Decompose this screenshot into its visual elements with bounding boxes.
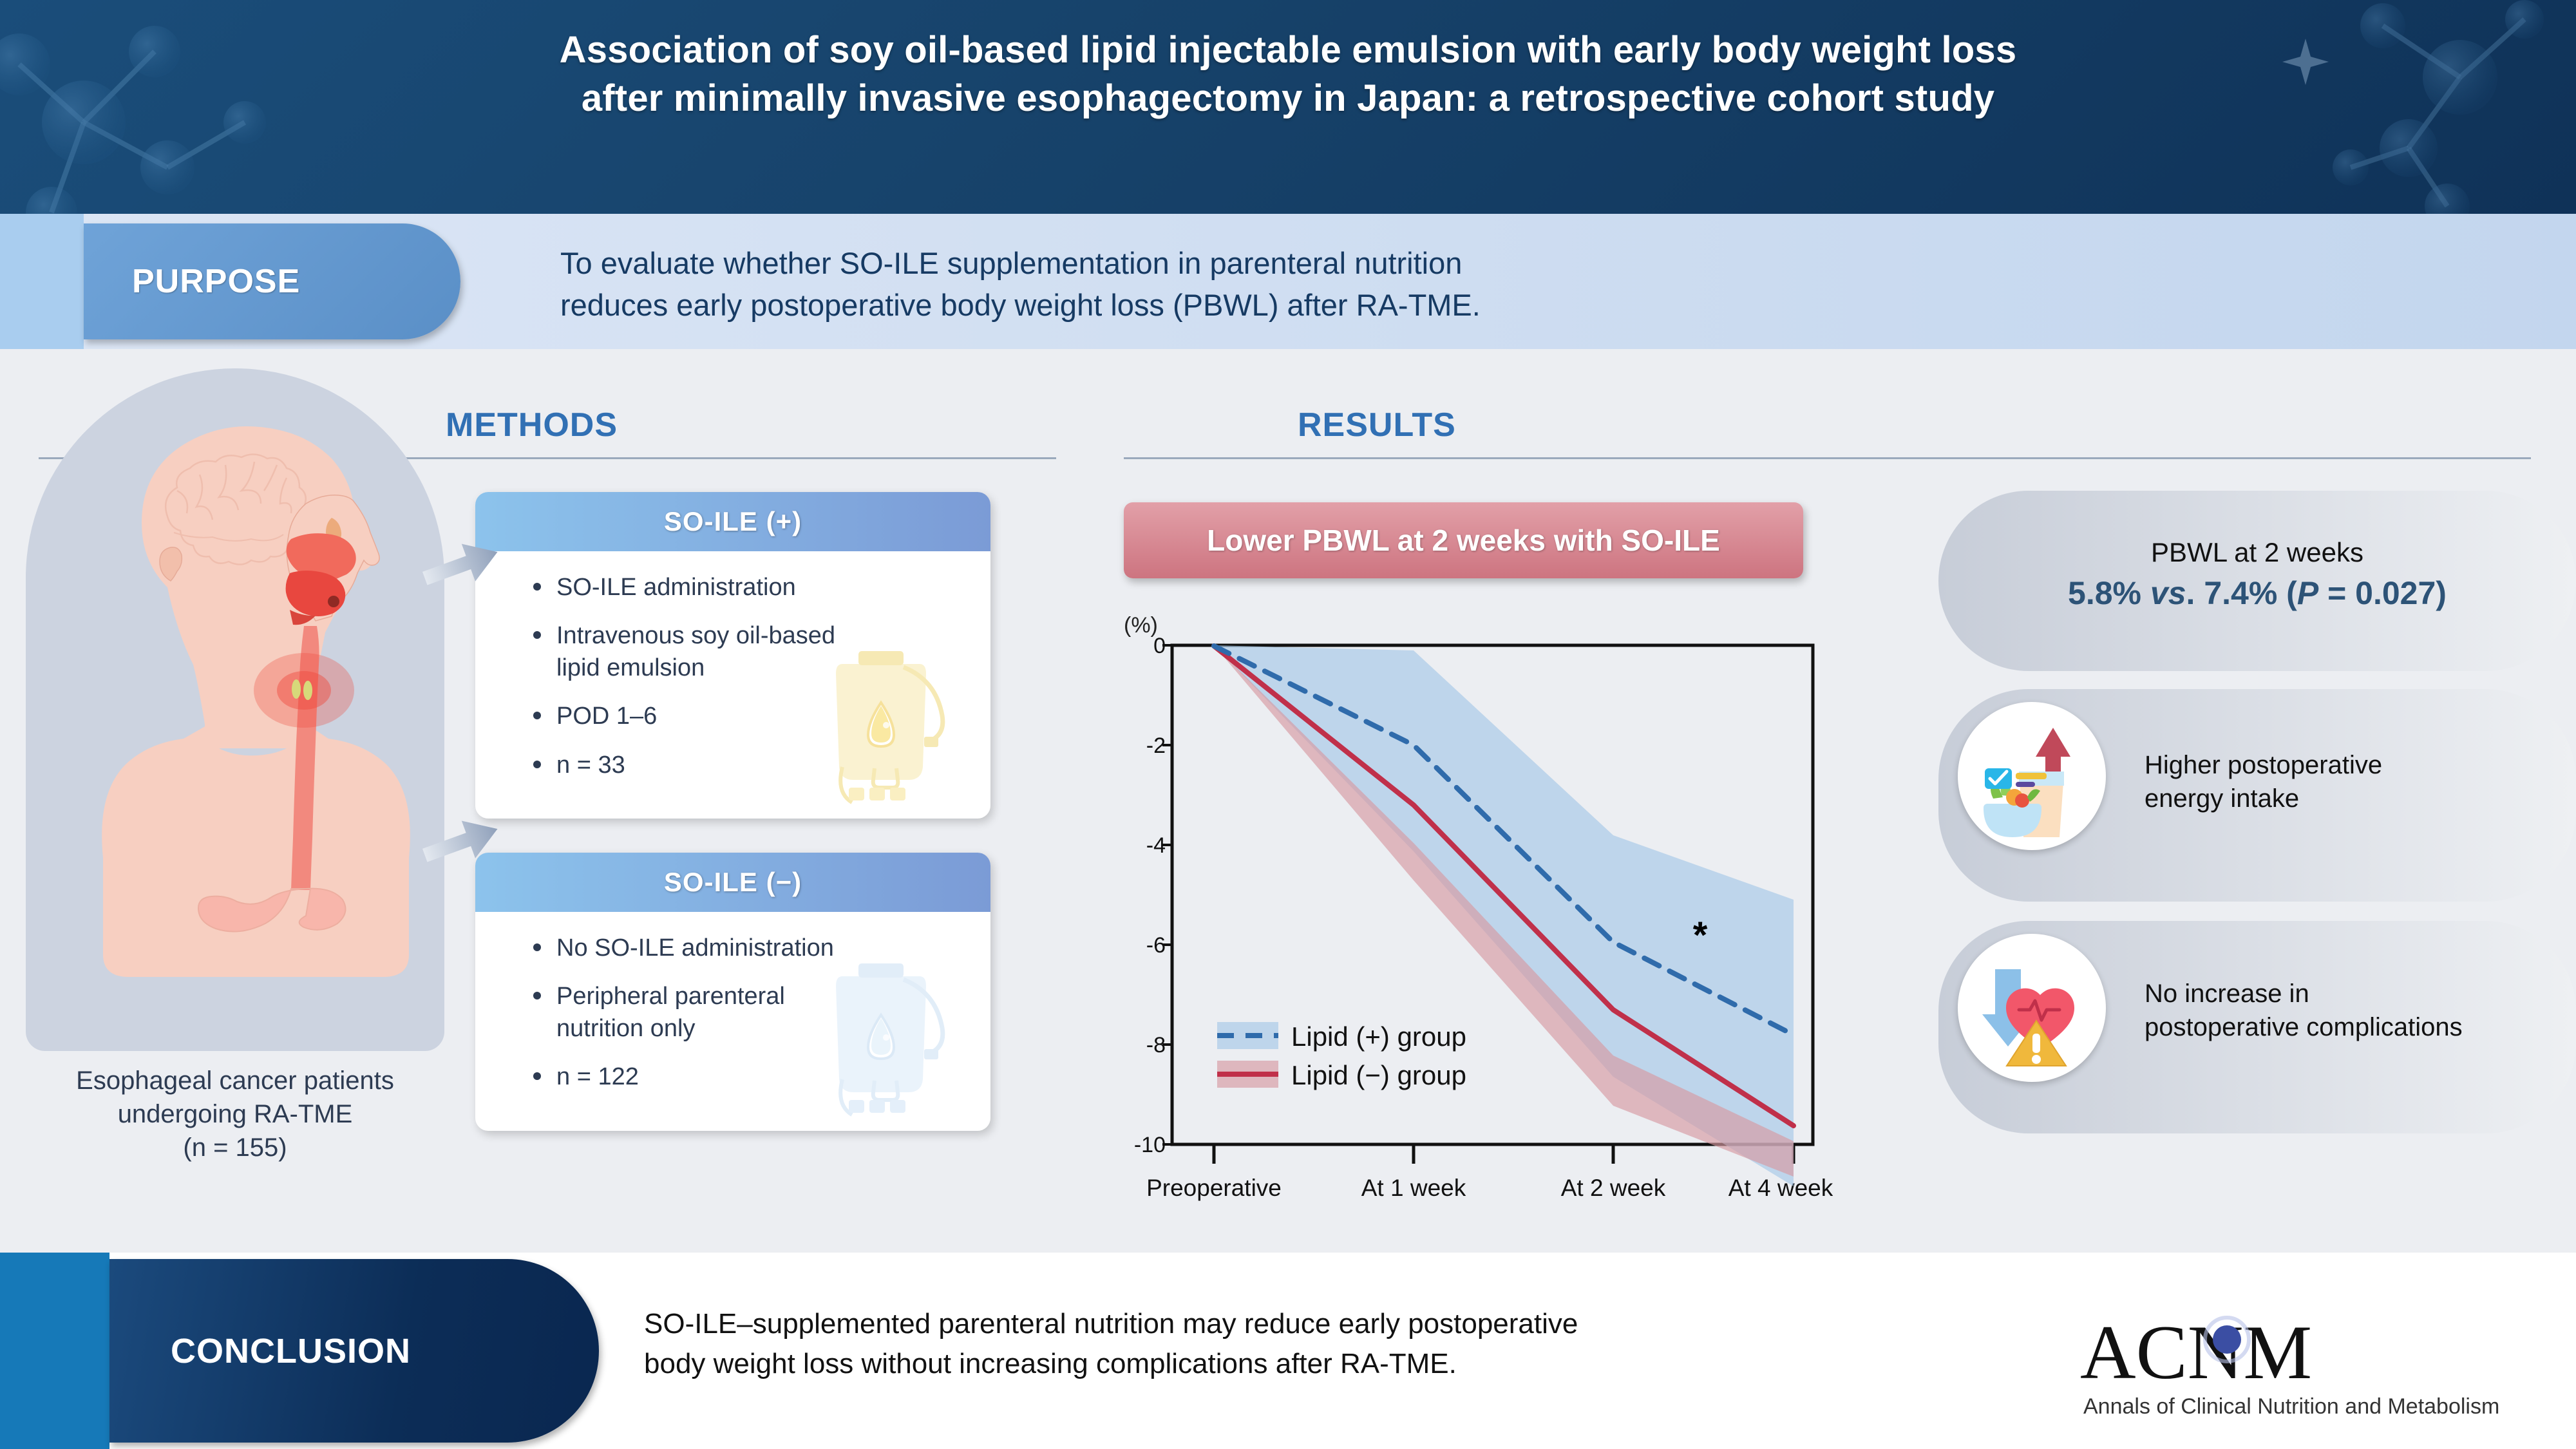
svg-text:Lipid (+) group: Lipid (+) group <box>1291 1021 1466 1052</box>
svg-text:*: * <box>1693 914 1708 956</box>
svg-text:Annals of Clinical Nutrition a: Annals of Clinical Nutrition and Metabol… <box>2083 1394 2499 1419</box>
svg-text:ACNM: ACNM <box>2080 1309 2312 1395</box>
svg-text:-10: -10 <box>1134 1133 1166 1157</box>
svg-text:At 4 week: At 4 week <box>1728 1175 1833 1201</box>
svg-text:Lipid (−) group: Lipid (−) group <box>1291 1060 1466 1090</box>
svg-text:At 2 week: At 2 week <box>1561 1175 1666 1201</box>
svg-text:At 1 week: At 1 week <box>1361 1175 1466 1201</box>
svg-text:Preoperative: Preoperative <box>1146 1175 1282 1201</box>
